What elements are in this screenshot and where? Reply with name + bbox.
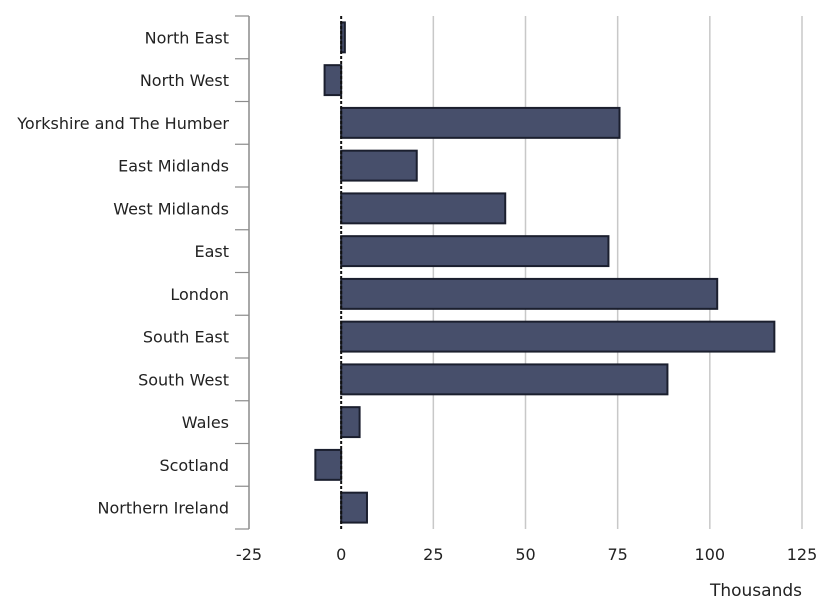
category-label-8: South West: [138, 370, 229, 389]
x-tick-label-4: 75: [607, 545, 627, 564]
category-label-0: North East: [145, 28, 229, 47]
x-tick-label-1: 0: [336, 545, 346, 564]
x-tick-label-2: 25: [423, 545, 443, 564]
category-label-11: Northern Ireland: [98, 499, 229, 518]
bar-1: [323, 64, 343, 97]
x-tick-label-3: 50: [515, 545, 535, 564]
labels: North East North West Yorkshire and The Hu…: [16, 28, 817, 564]
category-label-7: South East: [143, 328, 229, 347]
bar-9: [340, 406, 361, 439]
category-label-5: East: [194, 242, 229, 261]
bar-11: [340, 491, 368, 524]
bar-2: [340, 106, 621, 139]
category-label-3: East Midlands: [118, 157, 229, 176]
gridlines: [432, 16, 803, 529]
bar-8: [340, 363, 669, 396]
category-label-2: Yorkshire and The Humber: [16, 114, 229, 133]
category-label-6: London: [170, 285, 229, 304]
bar-7: [340, 320, 776, 353]
bar-4: [340, 192, 507, 225]
x-tick-label-0: -25: [236, 545, 262, 564]
category-label-10: Scotland: [159, 456, 229, 475]
category-label-4: West Midlands: [113, 199, 229, 218]
x-tick-label-6: 125: [787, 545, 818, 564]
bar-6: [340, 277, 719, 310]
bar-5: [340, 235, 610, 268]
category-label-9: Wales: [182, 413, 229, 432]
x-tick-label-5: 100: [695, 545, 726, 564]
category-label-1: North West: [140, 71, 229, 90]
axes: [235, 15, 343, 530]
x-axis-title: Thousands: [709, 581, 802, 599]
bar-10: [314, 448, 343, 481]
bar-3: [340, 149, 418, 182]
bars: [314, 21, 776, 524]
